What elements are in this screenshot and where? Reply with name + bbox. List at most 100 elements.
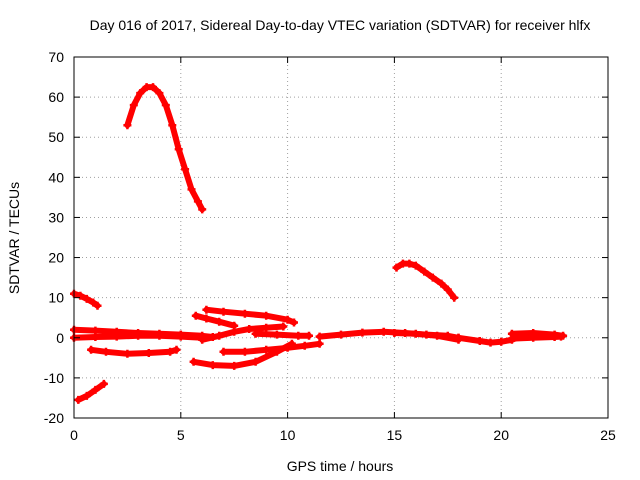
chart-title: Day 016 of 2017, Sidereal Day-to-day VTE… [90,17,591,33]
y-tick-label: 10 [48,290,64,306]
data-point [136,89,145,98]
x-tick-label: 0 [70,427,78,443]
data-point [529,333,538,342]
data-point [129,101,138,110]
data-point [187,185,196,194]
plot-frame [73,56,609,419]
data-point [283,315,292,324]
data-point [112,332,121,341]
data-point [176,332,185,341]
data-point [82,391,91,400]
data-point [149,83,157,92]
data-point [155,89,164,98]
data-point [262,345,271,354]
data-point [300,341,309,350]
y-tick-label: 50 [48,129,64,145]
data-point [202,314,211,323]
y-tick-label: 70 [48,49,64,65]
data-point [166,347,175,356]
y-tick-label: 30 [48,209,64,225]
x-axis-label: GPS time / hours [287,458,394,474]
data-point [305,331,313,340]
series-track-j [219,339,324,356]
data-point [82,294,91,303]
data-point [315,339,324,348]
x-tick-label: 25 [600,427,616,443]
data-point [123,121,132,130]
data-point [215,331,224,340]
series-track-p [507,332,565,343]
data-point [174,145,183,154]
data-point [411,261,420,270]
data-point [87,345,96,354]
series-line [75,380,107,403]
y-tick-label: -20 [44,410,64,426]
x-tick-label: 20 [493,427,509,443]
series-arc-mid [392,259,459,302]
data-point [251,329,260,338]
data-point [437,279,446,288]
data-point [99,379,108,388]
data-point [450,293,459,302]
data-point [294,331,303,340]
data-point [507,334,516,343]
series-track-i [198,322,288,344]
data-point [557,332,565,341]
data-point [93,301,102,310]
data-point [443,285,452,294]
data-point [379,327,388,336]
data-point [283,343,292,352]
data-point [475,337,484,345]
data-point [172,345,181,354]
data-point [155,331,164,340]
data-point [245,325,254,333]
data-point [486,338,495,347]
series-track-e [87,345,181,358]
data-point [433,331,442,340]
x-tick-label: 10 [280,427,296,443]
data-point [74,395,83,404]
series-track-a [70,289,102,310]
data-point [123,349,132,358]
data-point [428,273,437,282]
data-point [219,347,228,356]
data-point [76,291,85,300]
series-line [252,330,312,339]
y-tick-label: -10 [44,370,64,386]
data-layer [70,83,568,404]
data-point [134,331,143,340]
series-track-k [251,329,313,340]
data-point [198,335,207,344]
series-arc-large [123,83,207,214]
tick-layer: 0 5 10 15 20 25 -20 -10 0 10 20 30 40 50 60 70 [44,49,616,443]
y-tick-label: 0 [56,330,64,346]
data-point [91,385,100,394]
data-point [272,330,281,339]
y-tick-label: 60 [48,89,64,105]
data-point [89,298,98,307]
x-tick-label: 5 [177,427,185,443]
data-point [315,332,324,341]
data-point [91,333,100,341]
data-point [262,311,271,320]
y-tick-label: 40 [48,169,64,185]
data-point [191,311,200,320]
y-axis-label: SDTVAR / TECUs [6,182,22,294]
data-point [390,329,399,337]
series-line [391,330,462,343]
data-point [251,357,260,366]
data-point [279,322,288,331]
data-point [144,349,153,357]
data-point [230,361,239,370]
series-line [192,312,238,329]
data-point [161,101,170,110]
data-point [420,267,429,276]
data-point [405,259,414,268]
data-point [215,317,224,326]
data-point [219,307,228,316]
series-track-h [202,305,298,327]
data-point [392,263,401,272]
data-point [240,309,249,318]
